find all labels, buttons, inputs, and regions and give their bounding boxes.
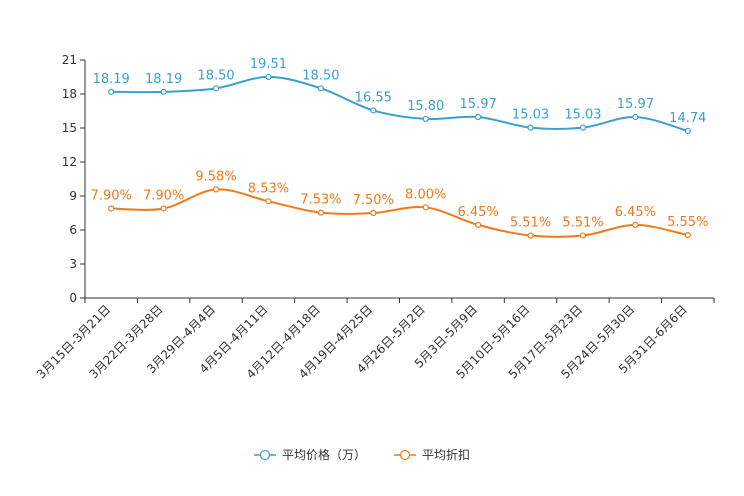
data-point (108, 88, 115, 95)
y-tick-label: 15 (62, 121, 77, 135)
series-group: 18.19 18.19 18.50 19.51 18.50 16.55 15.80 15.97… (91, 57, 708, 239)
y-tick-label: 6 (69, 223, 77, 237)
series-line (111, 188, 688, 238)
y-tick-label: 18 (62, 87, 77, 101)
data-label: 14.74 (669, 111, 706, 126)
data-point (632, 221, 639, 228)
data-label: 9.58% (195, 169, 236, 184)
legend-label: 平均价格（万） (282, 447, 366, 462)
legend-label: 平均折扣 (422, 447, 470, 462)
legend-marker (399, 449, 411, 461)
data-point (212, 186, 220, 193)
data-label: 16.55 (355, 90, 392, 105)
data-label: 15.03 (564, 108, 601, 123)
data-point (632, 113, 639, 121)
data-label: 6.45% (615, 205, 656, 220)
data-label: 8.53% (248, 181, 289, 196)
data-point (108, 205, 115, 212)
data-point (265, 198, 272, 205)
data-label: 7.90% (91, 188, 132, 203)
data-label: 5.51% (510, 216, 551, 231)
y-tick-label: 12 (62, 155, 77, 169)
data-label: 18.19 (93, 72, 130, 87)
data-point (475, 221, 482, 228)
data-label: 8.00% (405, 187, 446, 202)
y-tick-label: 3 (69, 257, 77, 271)
y-tick-label: 21 (62, 53, 77, 67)
data-label: 5.51% (562, 216, 603, 231)
data-point (160, 205, 167, 212)
series-avg-price: 18.19 18.19 18.50 19.51 18.50 16.55 15.80 15.97… (93, 57, 706, 135)
series-avg-discount: 7.90% 7.90% 9.58% 8.53% 7.53% 7.50% 8.00% 6.45%… (91, 169, 708, 239)
data-label: 18.50 (302, 68, 339, 83)
data-point (317, 209, 324, 216)
legend-item-avg-price: 平均价格（万） (254, 447, 366, 462)
data-label: 5.55% (667, 215, 708, 230)
data-label: 15.97 (617, 97, 654, 112)
data-point (527, 232, 534, 239)
data-point (370, 107, 377, 114)
data-point (527, 124, 534, 131)
data-label: 19.51 (250, 57, 287, 72)
data-point (265, 73, 272, 80)
data-label: 7.53% (300, 193, 341, 208)
data-point (579, 232, 587, 239)
data-label: 7.90% (143, 188, 184, 203)
data-point (422, 204, 429, 211)
data-point (370, 209, 377, 217)
y-tick-label: 0 (69, 291, 77, 305)
data-label: 7.50% (353, 193, 394, 208)
data-label: 6.45% (457, 205, 498, 220)
data-label: 15.03 (512, 108, 549, 123)
data-point (684, 127, 691, 135)
data-point (160, 88, 167, 95)
data-label: 18.50 (197, 68, 234, 83)
data-point (579, 124, 587, 131)
legend-marker (259, 449, 271, 461)
data-point (422, 115, 429, 123)
y-tick-label: 9 (69, 189, 77, 203)
data-label: 15.97 (460, 97, 497, 112)
legend-item-avg-discount: 平均折扣 (394, 447, 470, 462)
data-point (684, 232, 691, 239)
data-label: 18.19 (145, 72, 182, 87)
legend: 平均价格（万） 平均折扣 (254, 447, 470, 462)
data-point (317, 85, 324, 92)
data-point (212, 85, 220, 92)
data-point (475, 113, 482, 121)
series-line (111, 75, 689, 132)
data-label: 15.80 (407, 99, 444, 114)
